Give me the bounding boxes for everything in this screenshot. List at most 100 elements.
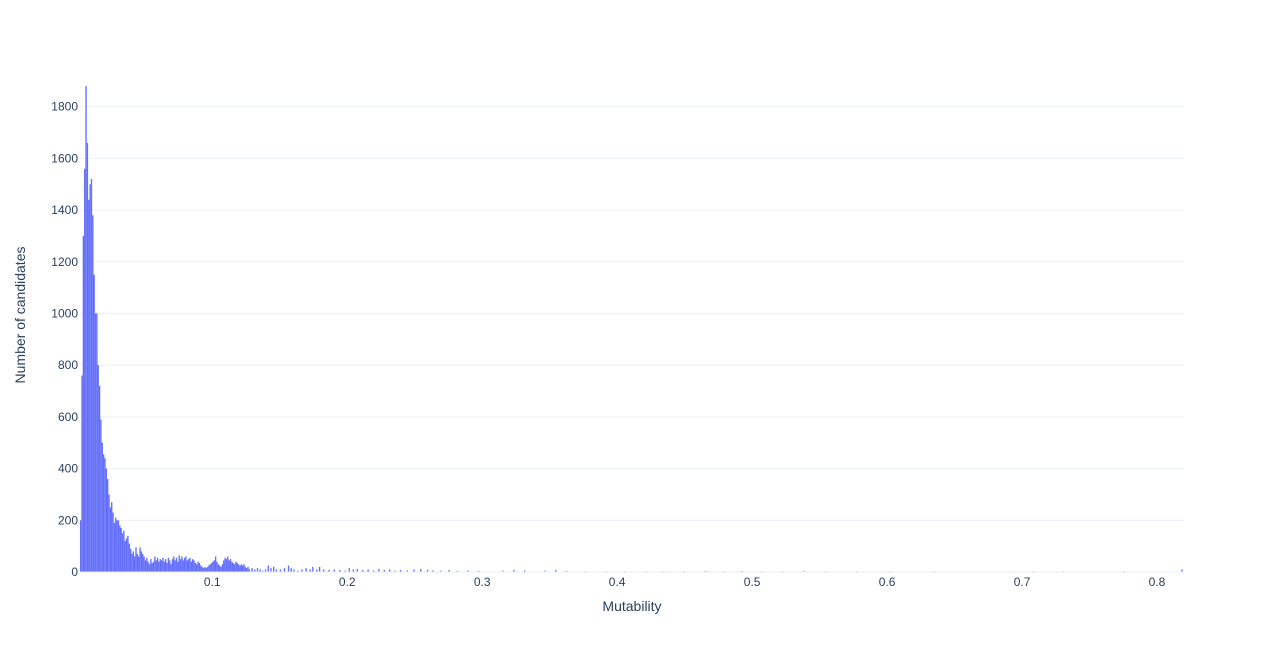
histogram-bar bbox=[80, 520, 82, 572]
histogram-bar bbox=[206, 566, 209, 572]
histogram-bar bbox=[389, 569, 391, 572]
histogram-bar bbox=[146, 557, 148, 572]
histogram-bar bbox=[279, 569, 282, 572]
x-tick-label: 0.5 bbox=[744, 575, 761, 589]
histogram-bar bbox=[189, 557, 191, 572]
histogram-bar bbox=[502, 570, 504, 572]
histogram-bar bbox=[478, 570, 480, 572]
histogram-bar bbox=[97, 365, 99, 572]
histogram-bar bbox=[297, 570, 299, 572]
histogram-bar bbox=[741, 570, 743, 572]
histogram-bar bbox=[225, 559, 228, 572]
histogram-bar bbox=[197, 561, 199, 572]
histogram-bar bbox=[240, 564, 242, 572]
histogram-bar bbox=[165, 559, 167, 572]
histogram-bar bbox=[267, 565, 269, 572]
histogram-bar bbox=[90, 179, 93, 572]
histogram-bar bbox=[1181, 569, 1183, 572]
y-tick-label: 1400 bbox=[51, 203, 78, 217]
histogram-bar bbox=[344, 570, 346, 572]
histogram-bar bbox=[262, 570, 264, 572]
histogram-bar bbox=[555, 569, 557, 572]
y-axis: 0 200 400 600 800 1000 1200 1400 1600 1800 bbox=[51, 100, 78, 579]
histogram-bar bbox=[139, 547, 141, 572]
histogram-bar bbox=[101, 442, 103, 572]
x-tick-label: 0.6 bbox=[879, 575, 896, 589]
histogram-bar bbox=[246, 568, 248, 572]
y-tick-label: 1000 bbox=[51, 306, 78, 320]
x-tick-label: 0.7 bbox=[1014, 575, 1031, 589]
histogram-bar bbox=[104, 458, 106, 572]
histogram-bar bbox=[154, 556, 156, 572]
y-tick-label: 400 bbox=[58, 462, 78, 476]
histogram-bar bbox=[140, 551, 143, 572]
histogram-bar bbox=[108, 494, 110, 572]
histogram-bar bbox=[183, 557, 186, 572]
histogram-bar bbox=[273, 566, 275, 572]
histogram-bar bbox=[111, 502, 113, 572]
y-tick-label: 200 bbox=[58, 513, 78, 527]
histogram-bar bbox=[169, 560, 171, 572]
y-tick-label: 600 bbox=[58, 410, 78, 424]
histogram-bar bbox=[125, 538, 128, 572]
histogram-bar bbox=[248, 569, 251, 572]
histogram-bar bbox=[524, 570, 526, 572]
histogram-bar bbox=[214, 556, 217, 572]
histogram-bar bbox=[124, 540, 126, 572]
histogram-bar bbox=[81, 375, 83, 572]
histogram-bar bbox=[352, 569, 354, 572]
histogram-bar bbox=[86, 142, 89, 572]
histogram-bar bbox=[309, 569, 311, 572]
y-tick-label: 1600 bbox=[51, 151, 78, 165]
histogram-bar bbox=[96, 313, 98, 572]
histogram-bar bbox=[187, 559, 190, 572]
histogram-bar bbox=[212, 561, 214, 572]
histogram-bar bbox=[243, 564, 245, 572]
histogram-bar bbox=[163, 561, 166, 572]
histogram-bar bbox=[383, 569, 386, 572]
histogram-bar bbox=[193, 560, 195, 572]
histogram-bar bbox=[275, 569, 278, 572]
histogram-bar bbox=[115, 517, 117, 572]
histogram-bar bbox=[155, 560, 157, 572]
y-tick-label: 1800 bbox=[51, 100, 78, 114]
histogram-bar bbox=[228, 560, 230, 572]
histogram-bar bbox=[270, 568, 272, 572]
histogram-bar bbox=[135, 547, 137, 572]
histogram-bar bbox=[231, 561, 233, 572]
histogram-bar bbox=[131, 553, 133, 572]
histogram-bar bbox=[406, 570, 408, 572]
histogram-bar bbox=[217, 564, 220, 572]
histogram-bar bbox=[201, 566, 203, 572]
histogram-bar bbox=[219, 565, 221, 572]
histogram-bar bbox=[174, 560, 176, 572]
histogram-bar bbox=[89, 184, 91, 573]
histogram-bar bbox=[85, 86, 87, 572]
histogram-bar bbox=[328, 569, 330, 572]
histogram-bar bbox=[194, 562, 197, 572]
histogram-bar bbox=[565, 570, 568, 572]
histogram-bar bbox=[467, 570, 469, 572]
gridlines bbox=[80, 106, 1184, 521]
histogram-bar bbox=[456, 570, 458, 572]
histogram-bar bbox=[151, 562, 153, 572]
x-axis: 0.1 0.2 0.3 0.4 0.5 0.6 0.7 0.8 bbox=[80, 571, 1184, 589]
histogram-bar bbox=[264, 569, 267, 572]
histogram-bar bbox=[166, 562, 168, 572]
histogram-bar bbox=[120, 528, 122, 572]
histogram-bar bbox=[148, 564, 151, 572]
histogram-bar bbox=[322, 569, 325, 572]
y-tick-label: 0 bbox=[71, 565, 78, 579]
histogram-bar bbox=[213, 560, 215, 572]
histogram-bar bbox=[348, 568, 350, 572]
histogram-bar bbox=[127, 535, 129, 572]
histogram-bar bbox=[117, 520, 120, 572]
histogram-bar bbox=[293, 569, 295, 572]
histogram-bar bbox=[106, 478, 109, 572]
histogram-bar bbox=[205, 568, 207, 572]
histogram-bar bbox=[112, 512, 114, 572]
histogram-bar bbox=[182, 560, 184, 572]
histogram-bar bbox=[92, 215, 94, 572]
